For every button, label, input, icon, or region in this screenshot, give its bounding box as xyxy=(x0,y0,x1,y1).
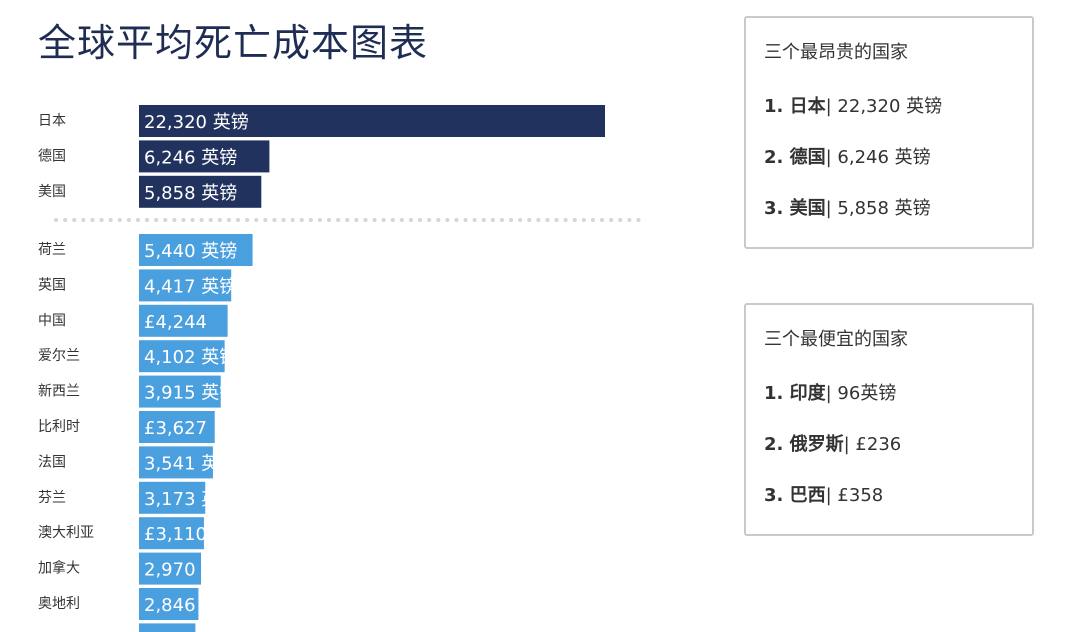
category-label: 荷兰 xyxy=(38,242,66,258)
expensive-item-value: | 6,246 英镑 xyxy=(825,147,931,168)
cheap-item-value: | 96英镑 xyxy=(825,383,897,404)
cheap-item-rank: 2. 俄罗斯 xyxy=(764,434,844,455)
cheap-item-value: | £358 xyxy=(825,485,884,506)
bar-value-label: 4,417 英镑 xyxy=(144,276,237,297)
bar xyxy=(139,446,213,479)
category-label: 中国 xyxy=(38,313,66,329)
expensive-item-rank: 1. 日本 xyxy=(764,96,826,117)
bar-value-label: 6,246 英镑 xyxy=(144,147,237,168)
bar xyxy=(139,105,605,137)
most-expensive-box: 三个最昂贵的国家 1. 日本| 22,320 英镑 2. 德国| 6,246 英… xyxy=(744,16,1034,249)
bar-value-label: 3,541 英镑 xyxy=(144,453,237,474)
expensive-item-rank: 3. 美国 xyxy=(764,198,826,219)
category-label: 比利时 xyxy=(38,419,80,435)
bar-value-label: 2,970 英镑 xyxy=(144,560,237,581)
category-label: 法国 xyxy=(38,454,66,470)
bar xyxy=(139,517,204,550)
least-expensive-box: 三个最便宜的国家 1. 印度| 96英镑 2. 俄罗斯| £236 3. 巴西|… xyxy=(744,303,1034,536)
bar xyxy=(139,340,225,373)
bar xyxy=(139,623,196,632)
expensive-item-value: | 22,320 英镑 xyxy=(825,96,943,117)
bar-value-label: £3,110 xyxy=(144,524,207,545)
expensive-item: 1. 日本| 22,320 英镑 xyxy=(764,92,1014,118)
bar-value-label: 5,858 英镑 xyxy=(144,183,237,204)
bar xyxy=(139,234,253,266)
bar xyxy=(139,411,215,443)
category-label: 英国 xyxy=(38,276,66,293)
bar xyxy=(139,481,206,514)
cheap-item-rank: 3. 巴西 xyxy=(764,485,826,506)
category-label: 加拿大 xyxy=(38,560,80,577)
bar-value-label: £3,627 xyxy=(144,418,207,439)
least-expensive-title: 三个最便宜的国家 xyxy=(764,329,908,350)
bar xyxy=(139,375,221,408)
category-label: 奥地利 xyxy=(38,595,80,612)
bar-value-label: 3,915 英镑 xyxy=(144,383,237,404)
expensive-item: 2. 德国| 6,246 英镑 xyxy=(764,143,1014,169)
category-label: 芬兰 xyxy=(38,490,66,506)
bar-value-label: 5,440 英镑 xyxy=(144,241,237,262)
bar xyxy=(139,140,270,173)
bar-value-label: £4,244 xyxy=(144,312,207,333)
expensive-item: 3. 美国| 5,858 英镑 xyxy=(764,194,1014,220)
category-label: 澳大利亚 xyxy=(38,525,94,541)
bar xyxy=(139,175,262,208)
bar-value-label: 22,320 英镑 xyxy=(144,112,249,133)
category-label: 德国 xyxy=(38,148,66,164)
category-label: 爱尔兰 xyxy=(38,348,80,364)
category-label: 新西兰 xyxy=(38,384,80,400)
bar xyxy=(139,588,199,620)
category-label: 美国 xyxy=(38,184,66,200)
bar-value-label: 3,173 英镑 xyxy=(144,489,237,510)
cheap-item: 2. 俄罗斯| £236 xyxy=(764,430,1014,456)
cheap-item: 3. 巴西| £358 xyxy=(764,481,1014,507)
chart-title: 全球平均死亡成本图表 xyxy=(38,21,429,65)
category-label: 日本 xyxy=(38,113,66,129)
most-expensive-title: 三个最昂贵的国家 xyxy=(764,42,908,63)
expensive-item-value: | 5,858 英镑 xyxy=(825,198,931,219)
bar xyxy=(139,269,232,302)
cheap-item-rank: 1. 印度 xyxy=(764,383,826,404)
bar-value-label: 4,102 英镑 xyxy=(144,347,237,368)
bar xyxy=(139,552,202,585)
cheap-item-value: | £236 xyxy=(843,434,902,455)
bar xyxy=(139,304,228,337)
cheap-item: 1. 印度| 96英镑 xyxy=(764,379,1014,405)
bar-value-label: 2,846 英镑 xyxy=(144,595,237,616)
expensive-item-rank: 2. 德国 xyxy=(764,147,826,168)
